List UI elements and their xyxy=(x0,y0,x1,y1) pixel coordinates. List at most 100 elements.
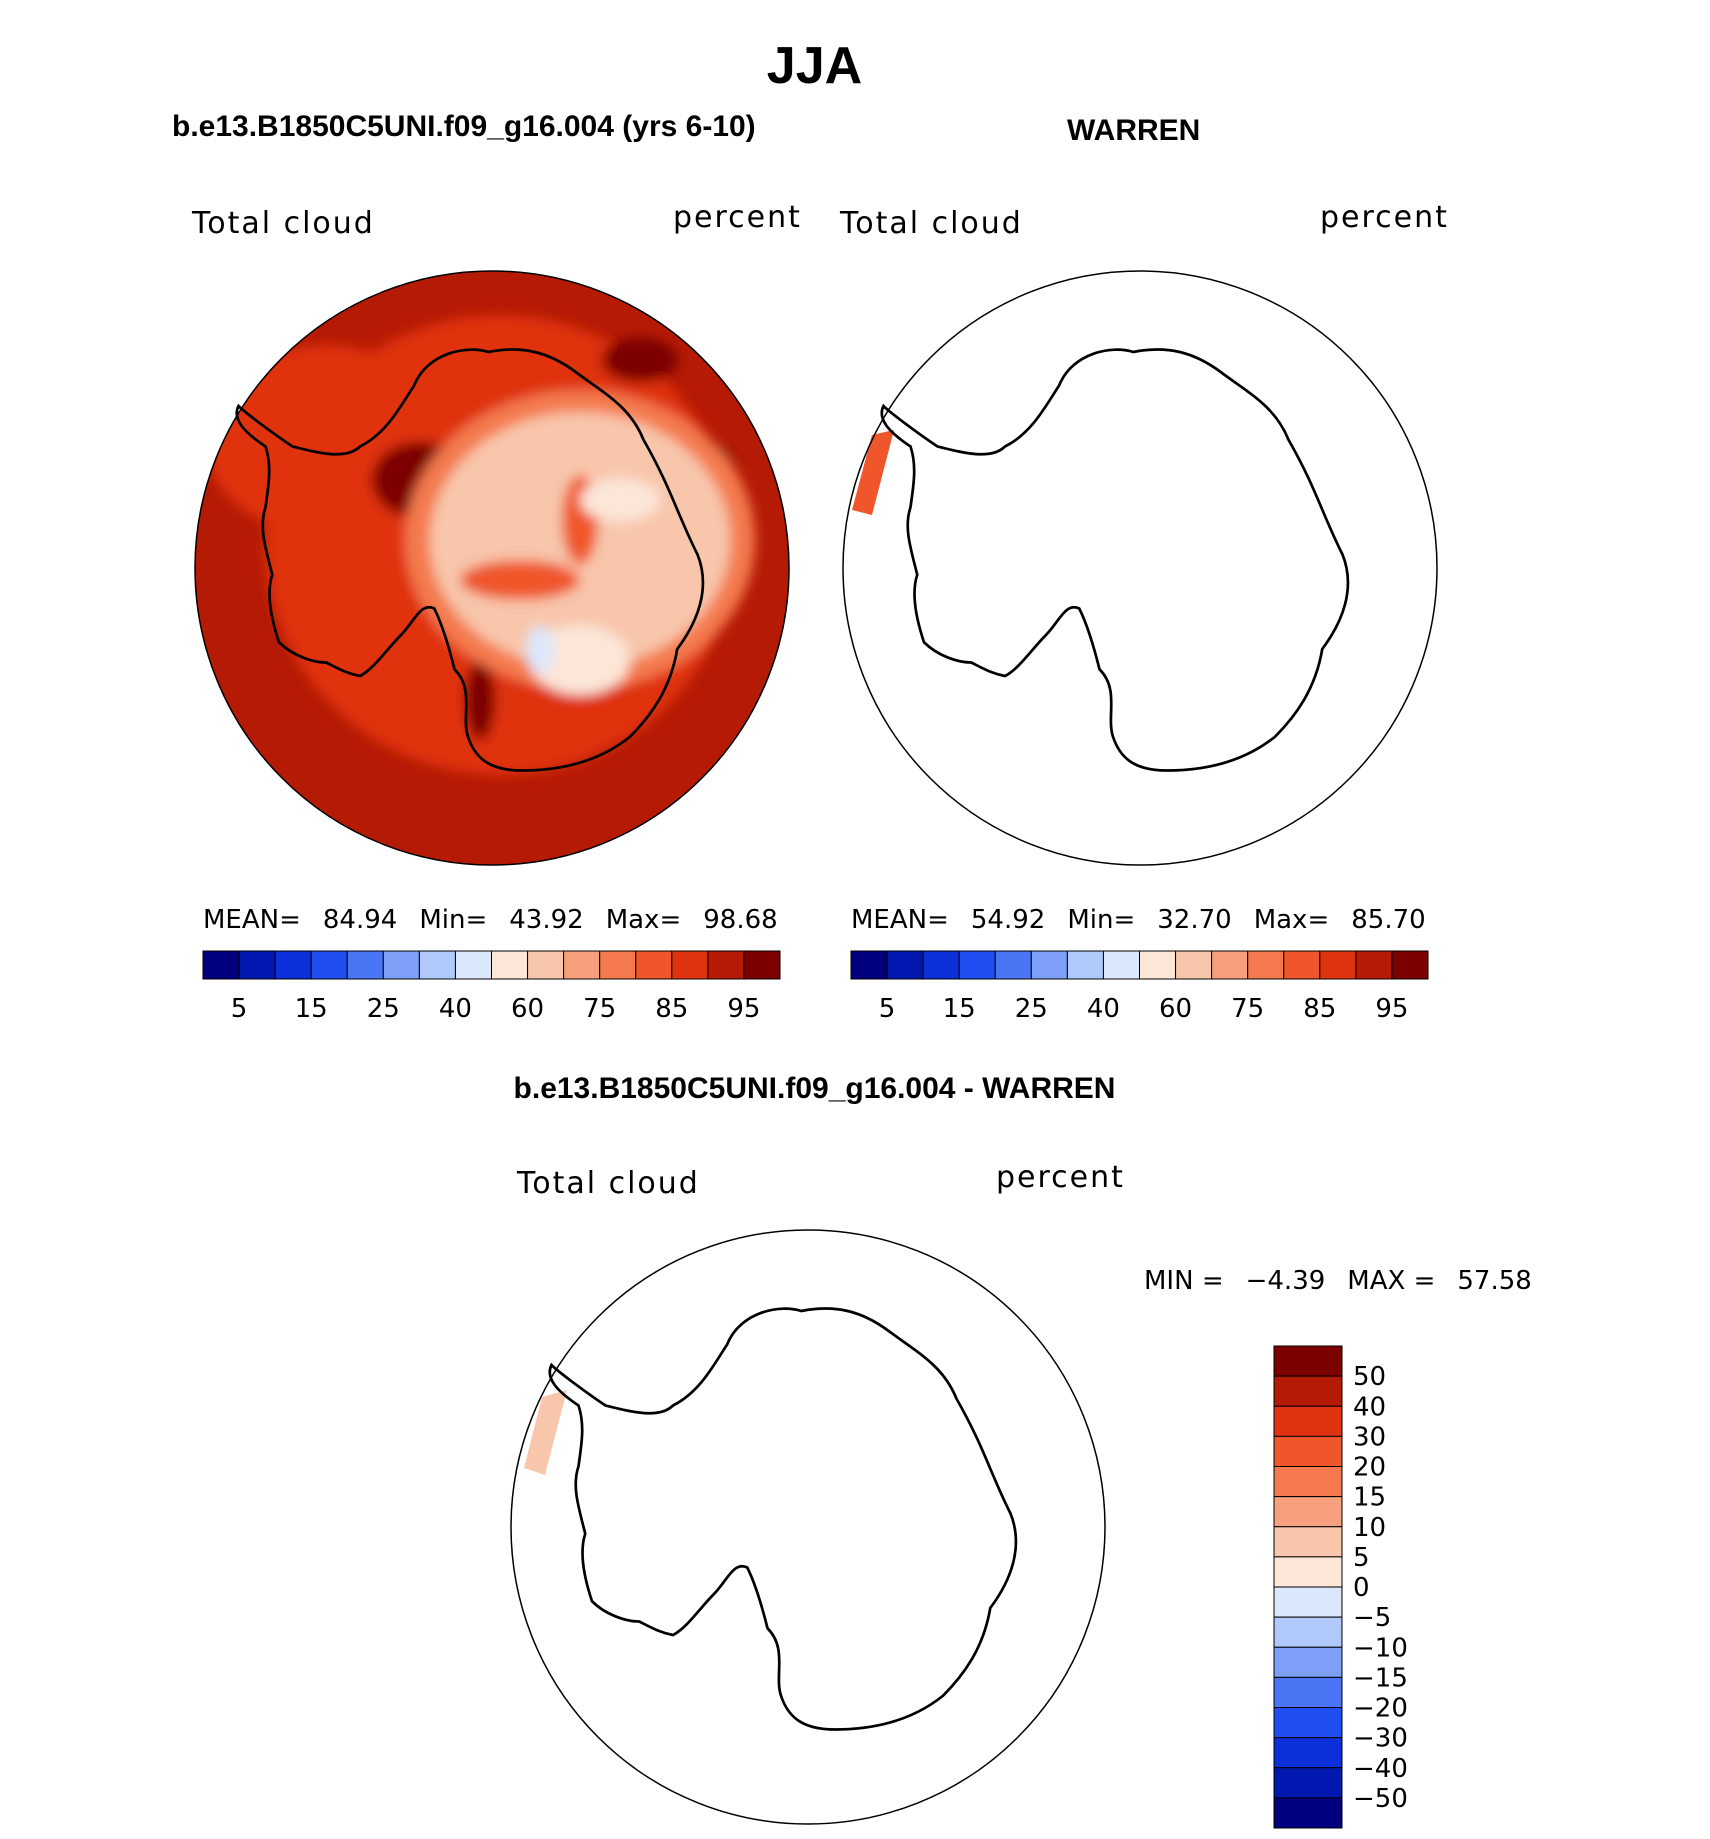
colorbar-swatch xyxy=(1273,1737,1343,1769)
map-boundary xyxy=(194,270,790,866)
colorbar-swatch xyxy=(1273,1466,1343,1498)
panel-2-variable: Total cloud xyxy=(840,206,1023,241)
colorbar-swatch xyxy=(1391,950,1429,980)
colorbar-swatch xyxy=(599,950,637,980)
panel-1-colorbar: 5 15 25 40 60 75 85 95 xyxy=(202,950,781,1024)
colorbar-swatch xyxy=(491,950,529,980)
colorbar-swatch xyxy=(850,950,888,980)
min-label: Min= xyxy=(1067,905,1136,935)
colorbar-swatch xyxy=(922,950,960,980)
colorbar-tick-label: 85 xyxy=(655,994,688,1024)
panel-2-title: WARREN xyxy=(1067,114,1201,147)
cloud-band xyxy=(460,560,580,600)
colorbar-swatch xyxy=(958,950,996,980)
panel-2-colorbar: 5 15 25 40 60 75 85 95 xyxy=(850,950,1429,1024)
antarctica-coastline xyxy=(548,1307,1018,1731)
colorbar-tick-label: −10 xyxy=(1353,1633,1408,1663)
colorbar-tick-label: 15 xyxy=(1353,1483,1386,1513)
colorbar-swatch xyxy=(1273,1526,1343,1558)
max-label: Max= xyxy=(1253,905,1330,935)
max-label: Max= xyxy=(605,905,682,935)
data-strip xyxy=(852,430,894,515)
cloud-band xyxy=(530,625,630,695)
cloud-max-patch xyxy=(602,338,678,382)
panel-1-stats: MEAN= 84.94 Min= 43.92 Max= 98.68 xyxy=(203,905,800,935)
mean-label: MEAN= xyxy=(851,905,949,935)
colorbar-tick-label: 15 xyxy=(295,994,328,1024)
colorbar-tick-label: 20 xyxy=(1353,1453,1386,1483)
colorbar-swatch xyxy=(1319,950,1357,980)
colorbar-tick-label: 40 xyxy=(439,994,472,1024)
colorbar-tick-label: 0 xyxy=(1353,1573,1370,1603)
mean-value: 84.94 xyxy=(322,905,398,935)
colorbar-swatch xyxy=(994,950,1032,980)
min-label: Min= xyxy=(419,905,488,935)
colorbar-swatch xyxy=(1273,1586,1343,1618)
colorbar-tick-label: 75 xyxy=(1231,994,1264,1024)
panel-1-map xyxy=(194,270,790,866)
colorbar-tick-label: −40 xyxy=(1353,1754,1408,1784)
colorbar-tick-label: 60 xyxy=(1159,994,1192,1024)
colorbar-swatch xyxy=(1273,1375,1343,1407)
panel-3-variable: Total cloud xyxy=(517,1166,700,1201)
min-value: 32.70 xyxy=(1157,905,1232,935)
colorbar-tick-label: 5 xyxy=(879,994,896,1024)
colorbar-swatch xyxy=(418,950,456,980)
colorbar-tick-label: 40 xyxy=(1353,1392,1386,1422)
colorbar-tick-label: −15 xyxy=(1353,1663,1408,1693)
colorbar-tick-label: 10 xyxy=(1353,1513,1386,1543)
colorbar-swatch xyxy=(563,950,601,980)
colorbar-tick-label: 40 xyxy=(1087,994,1120,1024)
panel-2-stats: MEAN= 54.92 Min= 32.70 Max= 85.70 xyxy=(851,905,1448,935)
colorbar-swatch xyxy=(310,950,348,980)
mean-value: 54.92 xyxy=(970,905,1046,935)
data-strip xyxy=(524,1390,567,1475)
min-value: 43.92 xyxy=(509,905,584,935)
max-value: 57.58 xyxy=(1457,1266,1532,1296)
colorbar-swatch xyxy=(1273,1767,1343,1799)
colorbar-tick-label: 50 xyxy=(1353,1362,1386,1392)
colorbar-swatch xyxy=(202,950,240,980)
colorbar-swatch xyxy=(1273,1707,1343,1739)
colorbar-swatch xyxy=(1273,1496,1343,1528)
panel-3-title: b.e13.B1850C5UNI.f09_g16.004 - WARREN xyxy=(513,1072,1116,1105)
panel-2-units: percent xyxy=(1320,200,1449,235)
colorbar-swatch xyxy=(1283,950,1321,980)
colorbar-swatch xyxy=(1273,1556,1343,1588)
colorbar-tick-label: −5 xyxy=(1353,1603,1391,1633)
panel-2-map xyxy=(842,270,1438,866)
colorbar-swatch xyxy=(527,950,565,980)
panel-3-stats: MIN = −4.39 MAX = 57.58 xyxy=(1144,1266,1554,1296)
colorbar-swatch xyxy=(1355,950,1393,980)
panel-1-units: percent xyxy=(673,200,802,235)
colorbar-swatch xyxy=(1139,950,1177,980)
colorbar-tick-label: 95 xyxy=(727,994,760,1024)
colorbar-swatch xyxy=(707,950,745,980)
colorbar-swatch xyxy=(274,950,312,980)
colorbar-swatch xyxy=(671,950,709,980)
colorbar-swatch xyxy=(1273,1676,1343,1708)
colorbar-tick-label: 15 xyxy=(943,994,976,1024)
max-value: 98.68 xyxy=(703,905,778,935)
colorbar-tick-label: 30 xyxy=(1353,1422,1386,1452)
cloud-max-patch xyxy=(465,660,495,740)
colorbar-swatch xyxy=(1175,950,1213,980)
cloud-min-patch xyxy=(526,626,554,674)
panel-3-map xyxy=(510,1229,1106,1825)
colorbar-swatch xyxy=(743,950,781,980)
mean-label: MEAN= xyxy=(203,905,301,935)
antarctica-coastline xyxy=(880,348,1350,772)
colorbar-tick-label: 60 xyxy=(511,994,544,1024)
colorbar-swatch xyxy=(454,950,492,980)
colorbar-swatch xyxy=(1211,950,1249,980)
max-value: 85.70 xyxy=(1351,905,1426,935)
colorbar-tick-label: 75 xyxy=(583,994,616,1024)
colorbar-tick-label: 25 xyxy=(367,994,400,1024)
colorbar-tick-label: −30 xyxy=(1353,1724,1408,1754)
colorbar-tick-label: −20 xyxy=(1353,1694,1408,1724)
max-label: MAX = xyxy=(1347,1266,1436,1296)
colorbar-swatch xyxy=(1030,950,1068,980)
colorbar-swatch xyxy=(635,950,673,980)
